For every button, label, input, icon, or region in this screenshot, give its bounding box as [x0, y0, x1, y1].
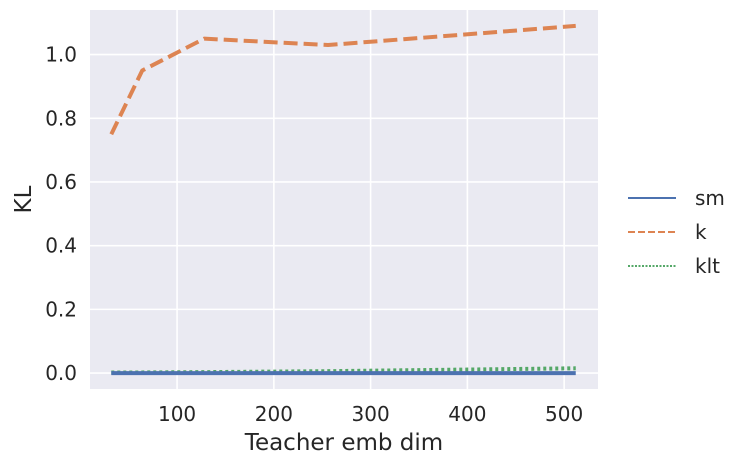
legend-label-sm: sm — [695, 186, 725, 210]
x-axis-label: Teacher emb dim — [244, 430, 443, 456]
y-tick-label: 0.2 — [45, 297, 77, 321]
y-tick-labels: 0.0 0.2 0.4 0.6 0.8 1.0 — [45, 43, 77, 385]
x-tick-labels: 100 200 300 400 500 — [158, 402, 583, 426]
x-tick-label: 400 — [448, 402, 486, 426]
y-tick-label: 0.6 — [45, 170, 77, 194]
x-tick-label: 300 — [352, 402, 390, 426]
series-layer — [109, 23, 576, 376]
plot-area — [90, 10, 598, 389]
y-axis-label: KL — [11, 185, 37, 213]
y-tick-label: 0.4 — [45, 234, 77, 258]
legend-label-k: k — [695, 220, 707, 244]
y-tick-label: 0.8 — [45, 106, 77, 130]
y-tick-label: 0.0 — [45, 361, 77, 385]
x-tick-label: 500 — [545, 402, 583, 426]
legend-label-klt: klt — [695, 254, 720, 278]
y-tick-label: 1.0 — [45, 43, 77, 67]
x-tick-label: 200 — [255, 402, 293, 426]
x-tick-label: 100 — [158, 402, 196, 426]
legend: sm k klt — [628, 186, 725, 278]
series-line-k — [109, 23, 576, 136]
